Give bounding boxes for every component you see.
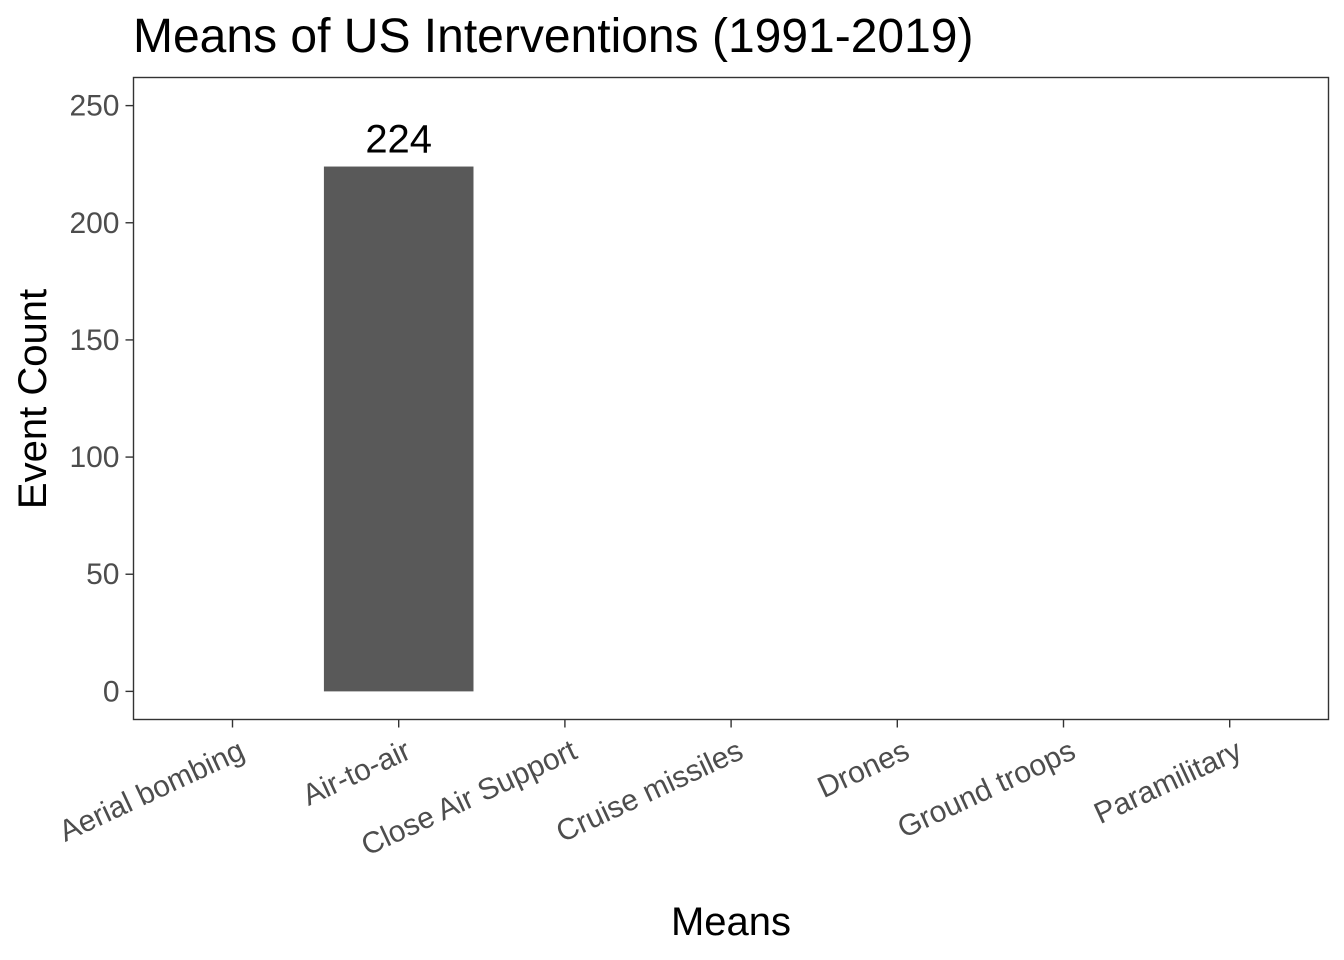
- bar-air-to-air: [323, 166, 474, 692]
- chart-title: Means of US Interventions (1991-2019): [133, 10, 973, 63]
- x-tick-label: Drones: [813, 734, 915, 805]
- x-tick-label: Cruise missiles: [551, 734, 748, 849]
- x-tick-label: Ground troops: [893, 734, 1081, 845]
- y-axis-title: Event Count: [11, 289, 55, 509]
- y-axis: 0 50 100 150 200 250: [69, 90, 134, 708]
- y-tick-label: 250: [69, 90, 119, 123]
- x-tick-label: Aerial bombing: [54, 734, 249, 848]
- y-tick-label: 50: [86, 558, 119, 591]
- y-tick-label: 200: [69, 207, 119, 240]
- y-tick-label: 0: [103, 675, 120, 708]
- plot-panel-border: [132, 76, 1330, 721]
- x-tick-label: Paramilitary: [1089, 734, 1246, 831]
- x-axis-title: Means: [671, 900, 791, 944]
- data-labels-layer: 224: [365, 118, 432, 162]
- y-tick-label: 100: [69, 441, 119, 474]
- data-label: 224: [365, 118, 432, 162]
- y-tick-label: 150: [69, 324, 119, 357]
- bars-layer: [323, 166, 474, 692]
- x-tick-label: Air-to-air: [297, 734, 415, 813]
